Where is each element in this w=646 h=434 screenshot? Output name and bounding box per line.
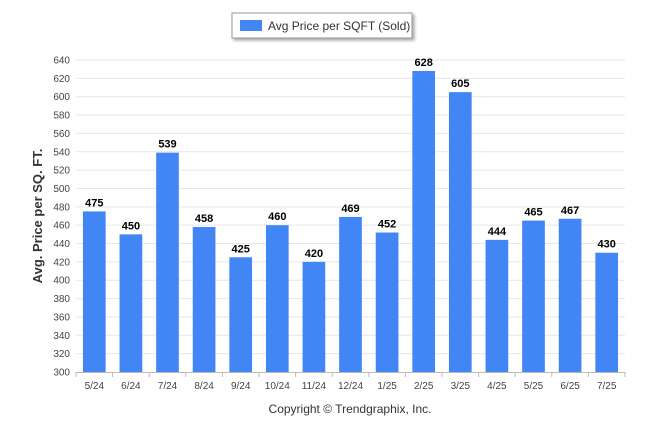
y-tick-label: 620 (53, 74, 70, 85)
bar (339, 216, 362, 372)
x-tick-label: 8/24 (194, 381, 214, 392)
y-tick-label: 480 (53, 202, 70, 213)
data-labels: 475 450 539 458 425 460 420 469 452 628 605 444 465 4… (85, 57, 616, 260)
y-tick-label: 520 (53, 166, 70, 177)
copyright-text: Copyright © Trendgraphix, Inc. (269, 402, 432, 416)
data-label: 444 (488, 226, 507, 238)
x-tick-label: 2/25 (414, 381, 434, 392)
y-tick-label: 440 (53, 239, 70, 250)
bar (192, 227, 216, 372)
data-label: 452 (378, 219, 396, 231)
data-label: 458 (195, 213, 213, 225)
x-tick-label: 6/25 (560, 381, 580, 392)
y-tick-label: 340 (53, 331, 70, 342)
data-label: 460 (268, 211, 286, 223)
y-tick-label: 460 (53, 221, 70, 232)
bars (82, 71, 619, 373)
data-label: 467 (561, 205, 579, 217)
bar (595, 252, 619, 372)
bar (265, 225, 289, 372)
bar (302, 261, 326, 372)
x-tick-label: 9/24 (231, 381, 251, 392)
bar (119, 234, 143, 372)
x-tick-label: 7/24 (158, 381, 178, 392)
data-label: 420 (305, 248, 323, 260)
data-label: 539 (158, 139, 176, 151)
data-label: 469 (341, 203, 359, 215)
bar (522, 220, 545, 372)
legend[interactable]: Avg Price per SQFT (Sold) (231, 12, 413, 39)
y-axis-title: Avg. Price per SQ. FT. (30, 149, 45, 284)
y-tick-label: 400 (53, 276, 70, 287)
data-label: 465 (524, 207, 542, 219)
y-tick-label: 380 (53, 294, 70, 305)
x-tick-label: 11/24 (302, 381, 327, 392)
x-axis: 5/24 6/24 7/24 8/24 9/24 10/24 11/24 12/24 1/25 2… (75, 372, 626, 392)
x-tick-label: 10/24 (265, 381, 290, 392)
data-label: 425 (232, 243, 250, 255)
y-tick-label: 300 (53, 368, 70, 379)
bar (229, 257, 253, 372)
legend-label: Avg Price per SQFT (Sold) (268, 19, 410, 33)
y-tick-label: 640 (53, 56, 70, 67)
data-label: 605 (451, 78, 469, 90)
bar (558, 218, 582, 372)
bar (375, 232, 399, 372)
x-tick-label: 7/25 (597, 381, 617, 392)
x-tick-label: 12/24 (338, 381, 363, 392)
y-tick-label: 580 (53, 111, 70, 122)
y-tick-label: 560 (53, 129, 70, 140)
y-tick-label: 420 (53, 257, 70, 268)
data-label: 430 (598, 239, 616, 251)
y-tick-label: 500 (53, 184, 70, 195)
data-label: 628 (415, 57, 433, 69)
data-label: 475 (85, 197, 103, 209)
legend-swatch (240, 20, 262, 31)
x-tick-label: 1/25 (377, 381, 397, 392)
y-axis: 300 320 340 360 380 400 420 440 460 480 500 520 540 5… (53, 56, 70, 379)
x-tick-label: 4/25 (487, 381, 507, 392)
bar (448, 92, 472, 373)
x-tick-label: 5/24 (85, 381, 105, 392)
y-tick-label: 320 (53, 349, 70, 360)
x-tick-label: 5/25 (524, 381, 544, 392)
bar (485, 239, 509, 372)
bar (156, 152, 179, 372)
x-tick-label: 6/24 (121, 381, 141, 392)
bar (412, 71, 436, 372)
data-label: 450 (122, 220, 140, 232)
x-tick-label: 3/25 (451, 381, 471, 392)
y-tick-label: 600 (53, 92, 70, 103)
y-tick-label: 540 (53, 147, 70, 158)
y-tick-label: 360 (53, 312, 70, 323)
bar (82, 211, 106, 372)
